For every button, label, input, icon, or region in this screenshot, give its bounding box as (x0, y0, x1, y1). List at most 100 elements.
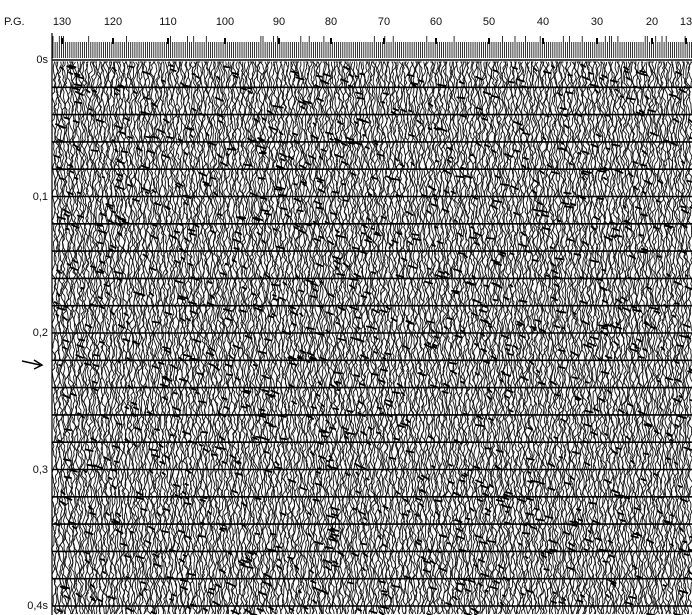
trace (661, 61, 668, 615)
station-tick (488, 38, 490, 44)
station-label: 100 (216, 16, 234, 28)
station-tick (278, 38, 280, 44)
trace (427, 61, 434, 615)
trace (328, 61, 335, 615)
trace (509, 61, 515, 615)
trace (485, 61, 492, 615)
trace (347, 61, 354, 615)
trace (229, 61, 236, 615)
trace (298, 61, 305, 615)
station-tick (224, 38, 226, 44)
trace (283, 61, 289, 615)
trace (521, 61, 528, 615)
trace (382, 61, 389, 615)
trace (128, 61, 135, 615)
trace (448, 61, 455, 615)
time-label: 0s (36, 54, 48, 66)
station-label: 60 (430, 16, 442, 28)
trace (594, 61, 601, 615)
trace (319, 61, 326, 615)
trace (622, 61, 629, 615)
trace (586, 61, 593, 615)
trace (610, 61, 616, 615)
trace (309, 61, 315, 615)
trace (676, 61, 683, 615)
trace (169, 61, 176, 615)
time-label: 0,1 (33, 191, 48, 203)
trace (655, 61, 662, 615)
trace (648, 61, 655, 615)
trace (296, 61, 302, 615)
trace (597, 61, 604, 615)
station-tick (112, 38, 114, 44)
trace (498, 61, 504, 615)
trace (668, 61, 674, 615)
station-label: 13 (680, 16, 692, 28)
trace (414, 61, 421, 615)
trace (227, 61, 234, 615)
trace (541, 61, 548, 615)
trace (606, 61, 612, 615)
trace (539, 61, 546, 615)
trace (289, 61, 296, 615)
station-label: 50 (483, 16, 495, 28)
trace (496, 61, 503, 615)
trace (511, 61, 518, 615)
trace (141, 61, 147, 615)
trace (145, 61, 152, 615)
trace (442, 61, 449, 615)
trace (674, 61, 681, 615)
arrow-marker (21, 359, 44, 370)
trace (156, 61, 163, 615)
trace (618, 61, 625, 615)
header-label: P.G. (4, 16, 25, 28)
trace (150, 61, 156, 615)
station-tick (167, 38, 169, 44)
trace (599, 61, 606, 615)
trace (388, 61, 395, 615)
trace (59, 61, 66, 615)
trace (435, 61, 442, 615)
trace (395, 61, 401, 615)
trace (336, 61, 343, 615)
trace (446, 61, 453, 615)
trace (631, 61, 638, 615)
trace (601, 61, 608, 614)
trace (646, 61, 653, 615)
trace (556, 61, 563, 615)
station-label: 120 (104, 16, 122, 28)
trace (483, 61, 490, 614)
trace (358, 61, 365, 614)
trace (216, 61, 223, 615)
trace (231, 61, 238, 615)
trace (687, 61, 692, 615)
station-label: 80 (325, 16, 337, 28)
trace (218, 61, 225, 615)
trace (77, 61, 83, 615)
station-label: 90 (273, 16, 285, 28)
trace (650, 61, 657, 615)
trace (154, 61, 161, 615)
trace (502, 61, 509, 615)
station-label: 30 (591, 16, 603, 28)
trace (564, 61, 571, 615)
trace (255, 61, 262, 615)
trace (70, 61, 77, 615)
trace (279, 61, 285, 615)
trace (360, 61, 367, 615)
trace (197, 61, 204, 615)
trace (352, 61, 358, 615)
trace (470, 61, 477, 615)
trace (160, 61, 167, 615)
trace (53, 61, 60, 615)
trace (375, 61, 382, 615)
trace (186, 61, 193, 615)
trace (285, 61, 292, 615)
trace (324, 61, 330, 615)
trace (55, 61, 62, 615)
trace (263, 61, 270, 615)
trace (367, 61, 373, 615)
trace (338, 61, 345, 615)
trace (478, 61, 485, 615)
